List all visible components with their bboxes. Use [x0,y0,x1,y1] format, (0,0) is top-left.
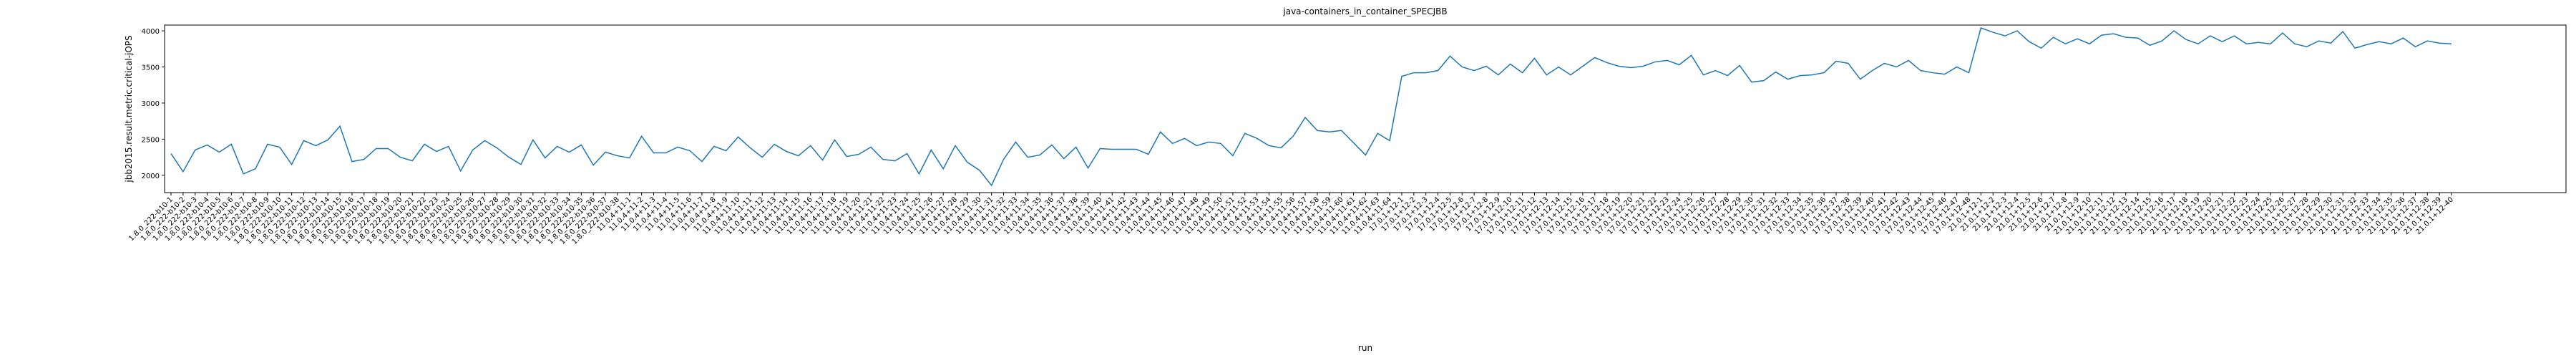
chart-title: java-containers_in_container_SPECJBB [1282,6,1447,16]
plot-frame [164,24,2567,193]
y-tick-label: 2000 [142,173,160,180]
y-axis-label: jbb2015.result.metric.critical-jOPS [124,35,134,183]
y-tick-label: 2500 [142,136,160,144]
x-axis-label: run [1358,343,1372,353]
y-tick-label: 3000 [142,100,160,108]
data-line [170,27,2452,187]
y-tick-label: 4000 [142,28,160,36]
y-tick-label: 3500 [142,64,160,72]
